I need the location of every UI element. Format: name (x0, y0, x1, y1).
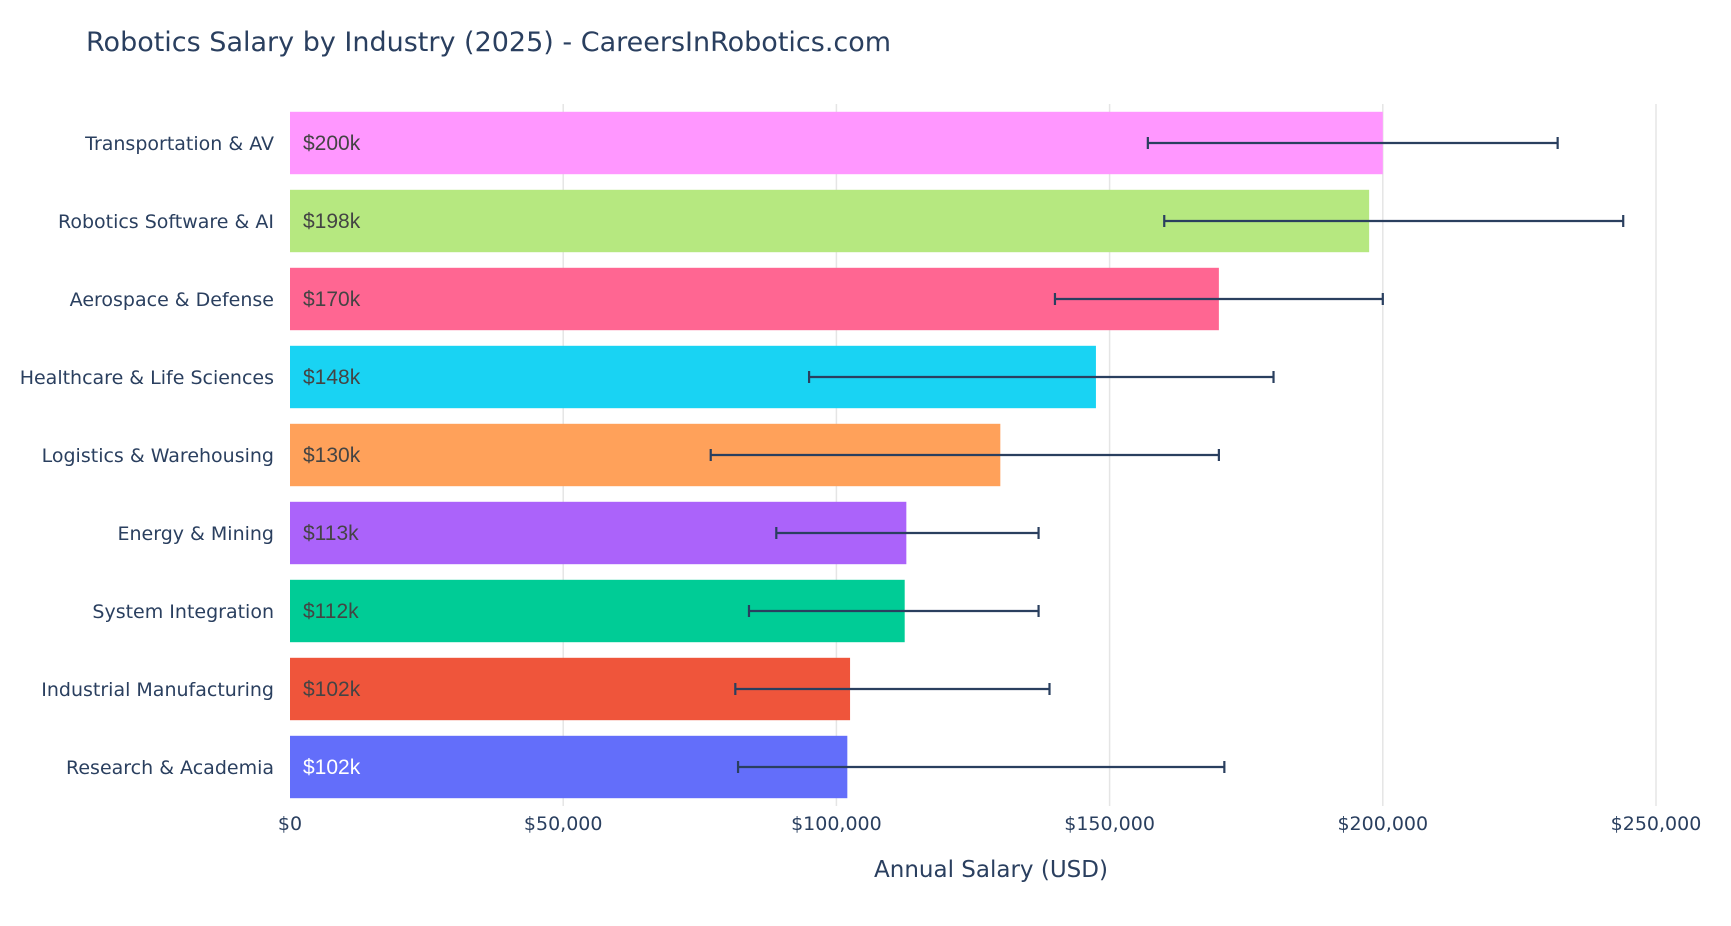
bar-value-label: $130k (303, 444, 361, 467)
x-tick-label: $250,000 (1611, 813, 1702, 835)
bar-value-label: $102k (303, 678, 361, 701)
x-tick-label: $0 (278, 813, 302, 835)
bar-value-label: $102k (303, 756, 361, 779)
category-label: Transportation & AV (84, 133, 274, 155)
bar-value-label: $170k (303, 288, 361, 311)
category-label: Robotics Software & AI (58, 211, 274, 233)
category-label: Aerospace & Defense (70, 289, 274, 311)
x-tick-label: $100,000 (791, 813, 882, 835)
bar-value-label: $148k (303, 366, 361, 389)
x-tick-label: $200,000 (1337, 813, 1428, 835)
bar-value-label: $113k (303, 522, 359, 545)
x-tick-label: $150,000 (1064, 813, 1155, 835)
bar-value-label: $198k (303, 210, 361, 233)
error-bars (709, 137, 1625, 773)
chart-title: Robotics Salary by Industry (2025) - Car… (86, 27, 891, 58)
bar-value-label: $112k (303, 600, 359, 623)
bar-value-label: $200k (303, 132, 361, 155)
category-label: Research & Academia (66, 757, 274, 779)
bars: $200k $198k $170k $148k $130k $113k $112k $102k… (290, 111, 1383, 799)
x-axis-title: Annual Salary (USD) (874, 857, 1108, 883)
category-label: System Integration (92, 601, 274, 623)
category-labels: Transportation & AV Robotics Software & A… (20, 133, 274, 779)
category-label: Energy & Mining (117, 523, 274, 545)
x-tick-label: $50,000 (524, 813, 603, 835)
x-tick-labels: $0 $50,000 $100,000 $150,000 $200,000 $250,00… (278, 813, 1701, 835)
category-label: Industrial Manufacturing (41, 679, 274, 701)
category-label: Healthcare & Life Sciences (20, 367, 274, 389)
category-label: Logistics & Warehousing (42, 445, 274, 467)
